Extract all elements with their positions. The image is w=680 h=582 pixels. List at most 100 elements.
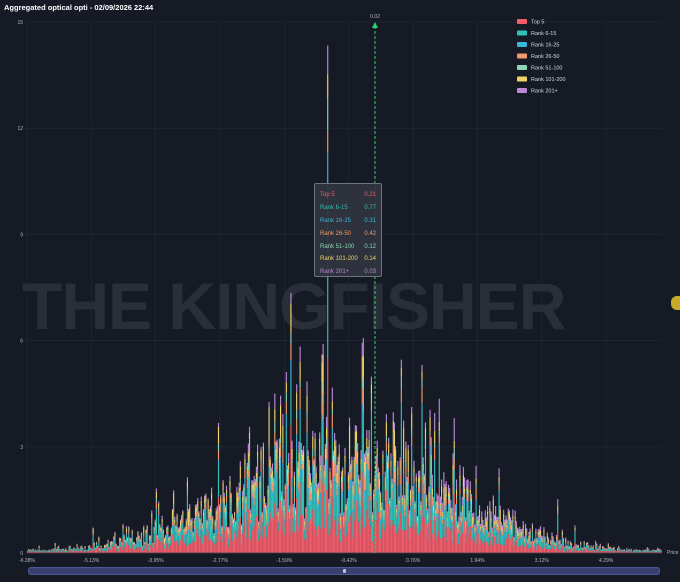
bar-segment [658, 551, 660, 553]
bar-segment [602, 546, 604, 548]
bar-segment [251, 526, 253, 553]
bar-segment [185, 533, 187, 538]
bar-segment [239, 479, 241, 486]
bar-segment [196, 518, 198, 530]
bar-segment [408, 518, 410, 527]
bar-segment [396, 512, 398, 515]
bar-segment [319, 451, 321, 462]
bar-segment [188, 544, 190, 553]
bar-segment [519, 539, 521, 548]
bar-segment [434, 516, 436, 553]
bar-segment [92, 527, 94, 529]
bar-segment [274, 502, 276, 553]
bar-segment [596, 549, 598, 553]
bar-segment [516, 537, 519, 543]
bar-segment [392, 420, 394, 433]
bar-segment [240, 535, 243, 545]
bar-segment [590, 548, 592, 551]
bar-segment [557, 510, 559, 513]
bar-segment [483, 542, 485, 553]
bar-segment [358, 474, 360, 479]
bar-segment [593, 549, 596, 551]
bar-segment [603, 547, 605, 549]
bar-segment [185, 531, 187, 532]
tooltip-row: Rank 6-15 0.77 [320, 202, 376, 215]
bar-segment [59, 551, 61, 553]
bar-segment [205, 528, 207, 553]
bar-segment [273, 486, 275, 493]
bar-segment [551, 532, 553, 536]
bar-segment [123, 543, 125, 548]
bar-segment [381, 511, 383, 518]
bar-segment [501, 535, 504, 539]
bar-segment [246, 466, 248, 476]
bar-segment [56, 547, 59, 548]
bar-segment [375, 498, 377, 521]
bar-segment [58, 548, 60, 550]
bar-segment [312, 430, 314, 437]
bar-segment [289, 514, 291, 520]
bar-segment [224, 505, 226, 508]
bar-segment [595, 547, 597, 553]
bar-segment [562, 545, 565, 553]
bar-segment [590, 550, 592, 553]
bar-segment [360, 450, 362, 459]
bar-segment [110, 543, 113, 545]
grid-lines [26, 21, 662, 553]
bar-segment [545, 549, 547, 553]
bar-segment [355, 500, 358, 553]
bar-segment [58, 547, 60, 549]
bar-segment [396, 533, 398, 553]
bar-segment [541, 543, 543, 548]
bar-segment [443, 519, 445, 553]
bar-segment [148, 545, 151, 553]
bar-segment [434, 447, 436, 461]
bar-segment [270, 473, 272, 480]
bars [27, 45, 662, 553]
bar-segment [290, 383, 292, 426]
bar-segment [277, 516, 279, 518]
bar-segment [507, 516, 509, 520]
bar-segment [553, 544, 555, 547]
bar-segment [605, 548, 607, 550]
side-panel-handle[interactable] [671, 296, 680, 310]
bar-segment [120, 543, 122, 547]
bar-segment [589, 549, 591, 551]
bar-segment [308, 466, 310, 489]
bar-segment [125, 537, 128, 544]
bar-segment [40, 552, 42, 553]
bar-segment [328, 514, 330, 519]
bar-segment [438, 431, 440, 437]
bar-segment [130, 544, 132, 550]
bar-segment [188, 508, 190, 512]
bar-segment [464, 477, 466, 489]
bar-segment [278, 447, 280, 463]
zoom-scrollbar[interactable] [28, 567, 660, 575]
bar-segment [546, 548, 548, 553]
bar-segment [205, 495, 207, 501]
bar-segment [574, 532, 576, 534]
bar-segment [422, 484, 424, 495]
bar-segment [153, 529, 155, 531]
bar-segment [395, 479, 397, 487]
bar-segment [567, 540, 569, 543]
bar-segment [305, 518, 307, 524]
bar-segment [179, 521, 182, 527]
bar-segment [224, 507, 226, 514]
bar-segment [645, 550, 647, 552]
bar-segment [441, 493, 443, 497]
bar-segment [539, 539, 542, 547]
bar-segment [96, 542, 98, 544]
bar-segment [189, 531, 191, 544]
bar-segment [332, 477, 335, 483]
zoom-scrollbar-handle[interactable] [343, 569, 346, 573]
bar-segment [306, 444, 308, 508]
bar-segment [352, 493, 354, 500]
bar-segment [290, 360, 292, 384]
bar-segment [238, 487, 240, 494]
bar-segment [285, 401, 287, 415]
bar-segment [362, 387, 364, 412]
bar-segment [262, 477, 264, 483]
bar-segment [478, 517, 481, 523]
